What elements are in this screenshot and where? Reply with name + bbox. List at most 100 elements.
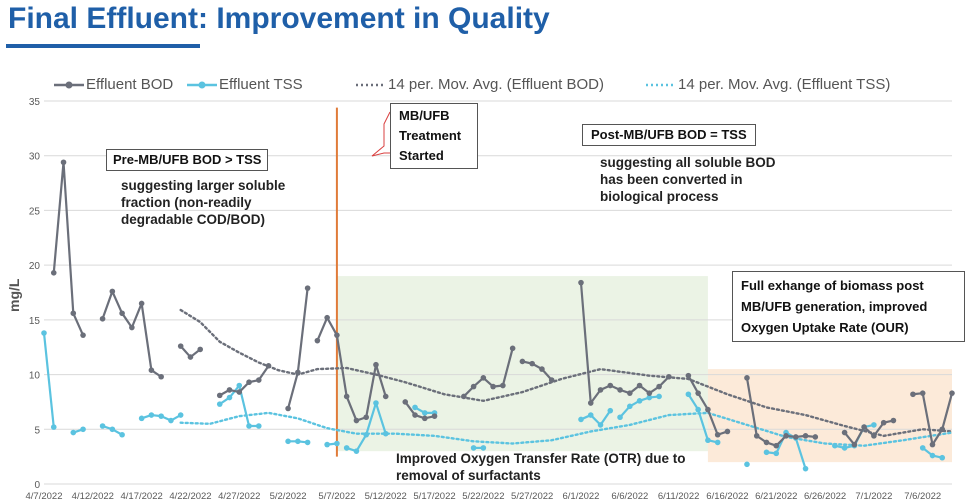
data-point-tss — [41, 330, 47, 336]
data-point-bod — [929, 441, 936, 448]
our-callout: Full exhange of biomass post MB/UFB gene… — [732, 271, 965, 342]
data-point-bod — [802, 433, 809, 439]
data-point-bod — [871, 433, 877, 439]
post-mb-note: suggesting all soluble BOD has been conv… — [600, 155, 776, 204]
x-tick-label: 6/16/2022 — [706, 491, 748, 502]
data-point-tss — [363, 431, 369, 438]
series-line-tss-avg — [179, 411, 954, 447]
data-point-bod — [148, 367, 155, 373]
data-point-bod — [812, 434, 819, 440]
data-point-bod — [158, 373, 164, 380]
x-tick-label: 4/22/2022 — [169, 491, 211, 502]
data-point-tss — [324, 441, 330, 448]
data-point-tss — [148, 412, 155, 418]
data-point-bod — [431, 413, 438, 419]
x-tick-label: 4/17/2022 — [121, 491, 163, 502]
mb-callout-pointer — [371, 111, 391, 157]
data-point-bod — [226, 387, 233, 393]
y-tick-label: 30 — [29, 152, 41, 163]
series-line-bod — [316, 316, 387, 422]
y-tick-label: 25 — [29, 206, 41, 217]
data-point-bod — [363, 414, 369, 421]
x-tick-label: 6/11/2022 — [658, 491, 700, 502]
data-point-tss — [656, 393, 662, 400]
series-line-bod — [579, 282, 670, 405]
data-point-tss — [343, 445, 350, 451]
pre-mb-callout-title: Pre-MB/UFB BOD > TSS — [106, 149, 269, 171]
series-line-tss — [42, 332, 55, 428]
legend-swatch-bod — [54, 81, 84, 89]
data-point-tss — [685, 391, 692, 398]
x-tick-label: 6/26/2022 — [804, 491, 846, 502]
data-point-tss — [695, 406, 701, 413]
data-point-bod — [910, 391, 916, 398]
data-point-bod — [783, 433, 789, 439]
data-point-tss — [412, 404, 418, 411]
data-point-tss — [714, 439, 721, 446]
data-point-bod — [919, 390, 926, 396]
post-mb-callout-title: Post-MB/UFB BOD = TSS — [582, 124, 756, 146]
data-point-tss — [80, 426, 86, 433]
data-point-bod — [792, 434, 799, 440]
data-point-bod — [939, 426, 946, 433]
data-point-tss — [705, 437, 711, 444]
data-point-tss — [50, 424, 57, 430]
x-tick-label: 4/7/2022 — [26, 491, 63, 502]
data-point-bod — [421, 415, 428, 422]
series-line-bod — [52, 161, 85, 336]
data-point-tss — [138, 415, 145, 422]
data-point-bod — [285, 405, 291, 412]
legend-label-bod: Effluent BOD — [86, 76, 174, 93]
data-point-bod — [353, 417, 360, 424]
data-point-tss — [480, 445, 487, 451]
page-title: Final Effluent: Improvement in Quality — [8, 2, 550, 35]
x-tick-label: 5/7/2022 — [318, 491, 355, 502]
series-line-bod — [101, 290, 162, 378]
series-line-bod-avg — [179, 308, 954, 438]
data-point-tss — [607, 407, 614, 414]
data-point-tss — [236, 382, 243, 389]
data-point-bod — [480, 375, 487, 381]
data-point-bod — [617, 387, 623, 393]
x-tick-label: 5/12/2022 — [365, 491, 407, 502]
x-tick-label: 5/27/2022 — [511, 491, 553, 502]
x-tick-label: 6/21/2022 — [755, 491, 797, 502]
data-point-bod — [461, 393, 467, 400]
y-tick-label: 10 — [29, 371, 41, 382]
data-point-bod — [656, 383, 662, 390]
data-point-tss — [373, 400, 379, 406]
data-point-bod — [627, 390, 633, 396]
x-tick-label: 4/12/2022 — [72, 491, 114, 502]
data-point-bod — [295, 369, 301, 376]
pre-mb-note: suggesting larger soluble fraction (non-… — [121, 178, 286, 227]
data-point-bod — [314, 337, 321, 344]
data-point-bod — [343, 393, 350, 400]
data-point-tss — [216, 401, 223, 407]
data-point-bod — [646, 390, 653, 396]
data-point-bod — [841, 429, 848, 436]
data-point-tss — [255, 423, 262, 429]
x-tick-label: 4/27/2022 — [218, 491, 260, 502]
data-point-tss — [285, 438, 291, 445]
data-point-bod — [529, 360, 535, 367]
data-point-tss — [578, 416, 584, 423]
data-point-bod — [578, 279, 584, 286]
x-tick-label: 5/22/2022 — [462, 491, 504, 502]
data-point-tss — [304, 439, 311, 446]
data-point-tss — [587, 412, 594, 418]
y-tick-label: 35 — [29, 97, 41, 108]
data-point-bod — [255, 377, 262, 383]
data-point-tss — [763, 449, 770, 456]
data-point-tss — [246, 423, 252, 429]
legend-label-tss-avg: 14 per. Mov. Avg. (Effluent TSS) — [678, 76, 891, 93]
data-point-bod — [880, 419, 887, 426]
data-point-bod — [373, 361, 379, 368]
data-point-bod — [470, 383, 477, 390]
legend-swatch-tss — [187, 81, 217, 89]
x-tick-label: 6/1/2022 — [562, 491, 599, 502]
data-point-tss — [158, 413, 164, 419]
otr-note: Improved Oxygen Transfer Rate (OTR) due … — [396, 451, 686, 483]
series-line-bod — [522, 360, 553, 381]
data-point-bod — [334, 332, 340, 338]
data-point-tss — [773, 450, 780, 457]
